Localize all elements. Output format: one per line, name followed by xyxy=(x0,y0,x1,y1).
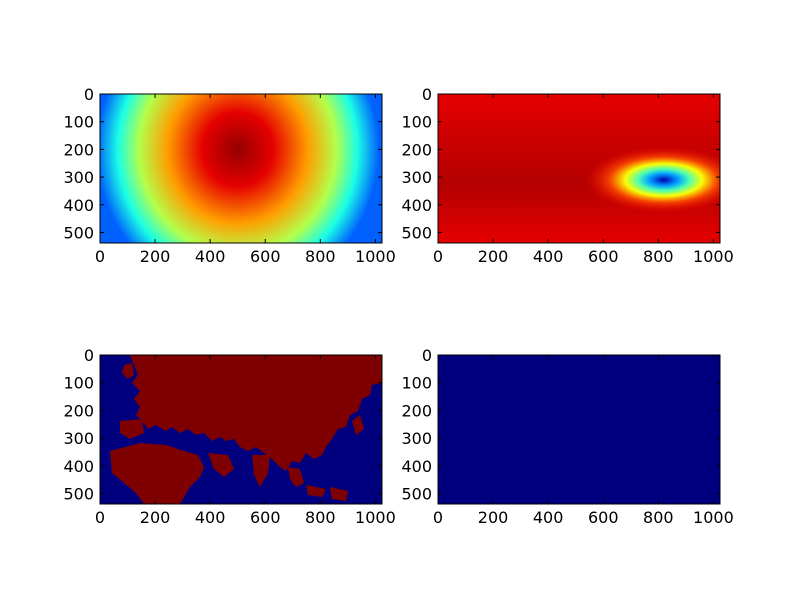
y-tick-label: 400 xyxy=(401,196,432,215)
x-tick-label: 800 xyxy=(305,247,336,266)
x-tick-label: 800 xyxy=(643,247,674,266)
y-tick-label: 0 xyxy=(84,85,94,104)
y-tick-label: 100 xyxy=(401,113,432,132)
y-tick-label: 100 xyxy=(63,113,94,132)
y-tick-label: 400 xyxy=(63,457,94,476)
x-tick-label: 400 xyxy=(533,508,564,527)
y-tick-label: 100 xyxy=(401,374,432,393)
axes-frame xyxy=(99,354,383,505)
heatmap-image-top-right xyxy=(438,94,720,243)
x-tick-label: 0 xyxy=(433,508,443,527)
x-tick-label: 400 xyxy=(533,247,564,266)
x-tick-label: 1000 xyxy=(693,508,734,527)
heatmap-top-left: 0 200 400 600 800 1000 0 100 200 300 400 500 xyxy=(63,85,395,266)
y-tick-label: 200 xyxy=(401,401,432,420)
heatmap-image-top-left xyxy=(100,94,382,243)
heatmap-bottom-right: 0 200 400 600 800 1000 0 100 200 300 400 500 xyxy=(401,346,733,527)
axes-frame xyxy=(99,93,383,244)
x-tick-label: 400 xyxy=(195,508,226,527)
heatmap-top-right: 0 200 400 600 800 1000 0 100 200 300 400 500 xyxy=(401,85,733,266)
heatmap-image-bottom-right xyxy=(438,355,720,504)
y-tick-label: 500 xyxy=(63,484,94,503)
x-tick-label: 1000 xyxy=(355,247,396,266)
y-tick-label: 400 xyxy=(401,457,432,476)
x-tick-label: 200 xyxy=(478,247,509,266)
y-tick-label: 200 xyxy=(63,401,94,420)
x-tick-label: 600 xyxy=(250,508,281,527)
y-tick-label: 400 xyxy=(63,196,94,215)
y-tick-label: 500 xyxy=(63,223,94,242)
y-tick-label: 0 xyxy=(84,346,94,365)
x-tick-label: 400 xyxy=(195,247,226,266)
axes-frame xyxy=(437,93,721,244)
y-tick-label: 200 xyxy=(401,140,432,159)
x-tick-label: 600 xyxy=(588,508,619,527)
x-tick-label: 0 xyxy=(95,247,105,266)
y-tick-label: 200 xyxy=(63,140,94,159)
x-tick-label: 200 xyxy=(140,508,171,527)
axes-frame xyxy=(437,354,721,505)
y-tick-label: 300 xyxy=(401,429,432,448)
x-tick-label: 800 xyxy=(643,508,674,527)
heatmap-bottom-left: 0 200 400 600 800 1000 0 100 200 300 400 500 xyxy=(63,346,395,527)
x-tick-label: 200 xyxy=(140,247,171,266)
y-tick-label: 500 xyxy=(401,484,432,503)
x-tick-label: 800 xyxy=(305,508,336,527)
x-tick-label: 1000 xyxy=(693,247,734,266)
x-tick-label: 600 xyxy=(588,247,619,266)
y-tick-label: 500 xyxy=(401,223,432,242)
y-tick-label: 0 xyxy=(422,346,432,365)
x-tick-label: 200 xyxy=(478,508,509,527)
x-tick-label: 600 xyxy=(250,247,281,266)
y-tick-label: 300 xyxy=(401,168,432,187)
y-tick-label: 100 xyxy=(63,374,94,393)
x-tick-label: 0 xyxy=(433,247,443,266)
x-tick-label: 1000 xyxy=(355,508,396,527)
y-tick-label: 300 xyxy=(63,168,94,187)
y-tick-label: 300 xyxy=(63,429,94,448)
heatmap-image-bottom-left xyxy=(100,355,382,504)
x-tick-label: 0 xyxy=(95,508,105,527)
y-tick-label: 0 xyxy=(422,85,432,104)
